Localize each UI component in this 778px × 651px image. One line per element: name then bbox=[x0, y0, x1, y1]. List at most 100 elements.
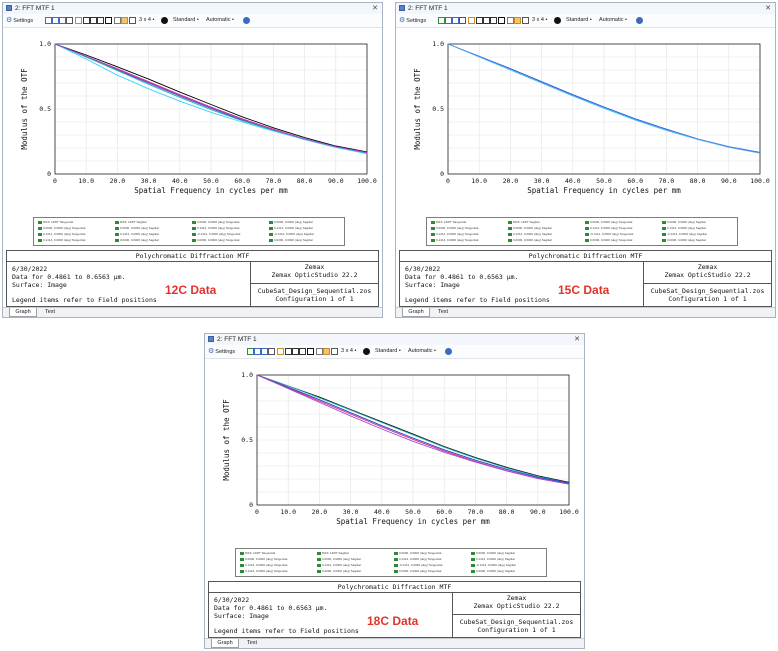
close-icon[interactable]: ✕ bbox=[574, 336, 580, 343]
refresh-icon[interactable] bbox=[247, 348, 254, 355]
rectangle-icon[interactable] bbox=[285, 348, 292, 355]
close-icon[interactable]: ✕ bbox=[372, 5, 378, 12]
arrow-icon[interactable] bbox=[90, 17, 97, 24]
settings-button[interactable]: ⚙Settings bbox=[6, 14, 33, 27]
lock-icon[interactable] bbox=[114, 17, 121, 24]
layout-circle-icon[interactable] bbox=[161, 17, 168, 24]
layout-circle-icon[interactable] bbox=[554, 17, 561, 24]
legend-swatch-icon bbox=[269, 226, 273, 230]
legend-swatch-icon bbox=[662, 232, 666, 236]
print-icon[interactable] bbox=[66, 17, 73, 24]
rectangle-icon[interactable] bbox=[476, 17, 483, 24]
tab-graph[interactable]: Graph bbox=[402, 308, 430, 317]
legend-item: -0.1414, 0.0000 (deg) Tangential bbox=[394, 563, 442, 567]
arrow-icon[interactable] bbox=[292, 348, 299, 355]
legend-item: 0.0000, 0.0000 (deg) Sagittal bbox=[317, 569, 361, 573]
legend-item: 0.1414, 0.0000 (deg) Tangential bbox=[192, 226, 239, 230]
print-icon[interactable] bbox=[268, 348, 275, 355]
refresh-icon[interactable] bbox=[45, 17, 52, 24]
lock-icon[interactable] bbox=[316, 348, 323, 355]
tab-text[interactable]: Text bbox=[44, 309, 56, 315]
tab-text[interactable]: Text bbox=[246, 640, 258, 646]
legend-swatch-icon bbox=[38, 238, 42, 242]
copy-icon[interactable] bbox=[52, 17, 59, 24]
legend-label: 0.0000, 0.0000 (deg) Sagittal bbox=[274, 238, 313, 242]
arrow-icon[interactable] bbox=[483, 17, 490, 24]
standard-dropdown[interactable]: Standard • bbox=[375, 348, 401, 354]
save-icon[interactable] bbox=[452, 17, 459, 24]
legend-swatch-icon bbox=[192, 220, 196, 224]
legend-item: 0.0000, 0.0000 (deg) Sagittal bbox=[317, 557, 361, 561]
window-app-icon bbox=[208, 336, 214, 342]
settings-button[interactable]: ⚙Settings bbox=[208, 345, 235, 358]
line-icon[interactable] bbox=[97, 17, 104, 24]
legend-item: -0.1414, 0.0000 (deg) Sagittal bbox=[471, 563, 516, 567]
help-icon[interactable] bbox=[445, 348, 452, 355]
legend-label: 0.0000, 0.0000 (deg) Sagittal bbox=[120, 238, 159, 242]
legend-swatch-icon bbox=[115, 220, 119, 224]
zoom-icon[interactable] bbox=[514, 17, 521, 24]
help-icon[interactable] bbox=[243, 17, 250, 24]
x-axis-label: Spatial Frequency in cycles per mm bbox=[527, 186, 681, 195]
info-product: Zemax OpticStudio 22.2 bbox=[664, 271, 751, 279]
legend-swatch-icon bbox=[471, 551, 475, 555]
save-icon[interactable] bbox=[59, 17, 66, 24]
pencil-icon[interactable] bbox=[468, 17, 475, 24]
legend-item: 0.0000, 0.0000 (deg) Sagittal bbox=[508, 238, 552, 242]
info-data-range: Data for 0.4861 to 0.6563 μm. bbox=[214, 604, 328, 612]
automatic-dropdown[interactable]: Automatic • bbox=[408, 348, 436, 354]
y-tick-label: 0.5 bbox=[432, 105, 444, 113]
zoom-icon[interactable] bbox=[323, 348, 330, 355]
tab-text[interactable]: Text bbox=[437, 309, 449, 315]
mtf-window-12c: 2: FFT MTF 1 ✕ ⚙Settings 3 x 4 • Standard • A… bbox=[2, 2, 383, 318]
info-title: Polychromatic Diffraction MTF bbox=[209, 582, 580, 593]
legend-swatch-icon bbox=[662, 226, 666, 230]
x-tick-label: 20.0 bbox=[110, 177, 126, 185]
automatic-dropdown[interactable]: Automatic • bbox=[206, 17, 234, 23]
text-tool-icon[interactable] bbox=[307, 348, 314, 355]
x-tick-label: 100.0 bbox=[559, 508, 579, 516]
help-icon[interactable] bbox=[636, 17, 643, 24]
line-icon[interactable] bbox=[299, 348, 306, 355]
automatic-dropdown[interactable]: Automatic • bbox=[599, 17, 627, 23]
camera-icon[interactable] bbox=[331, 348, 338, 355]
save-icon[interactable] bbox=[261, 348, 268, 355]
copy-icon[interactable] bbox=[254, 348, 261, 355]
settings-button[interactable]: ⚙Settings bbox=[399, 14, 426, 27]
window-title: 2: FFT MTF 1 bbox=[15, 5, 55, 12]
camera-icon[interactable] bbox=[522, 17, 529, 24]
info-product: Zemax OpticStudio 22.2 bbox=[271, 271, 358, 279]
legend-label: 0.1414, 0.0000 (deg) Tangential bbox=[197, 226, 240, 230]
legend-swatch-icon bbox=[508, 220, 512, 224]
print-icon[interactable] bbox=[459, 17, 466, 24]
x-tick-label: 50.0 bbox=[596, 177, 612, 185]
standard-dropdown[interactable]: Standard • bbox=[173, 17, 199, 23]
copy-icon[interactable] bbox=[445, 17, 452, 24]
text-tool-icon[interactable] bbox=[498, 17, 505, 24]
layout-dropdown[interactable]: 3 x 4 • bbox=[532, 17, 548, 23]
layout-dropdown[interactable]: 3 x 4 • bbox=[341, 348, 357, 354]
line-icon[interactable] bbox=[490, 17, 497, 24]
legend-label: 0.0000, 0.0000 (deg) Sagittal bbox=[513, 226, 552, 230]
refresh-icon[interactable] bbox=[438, 17, 445, 24]
lock-icon[interactable] bbox=[507, 17, 514, 24]
text-tool-icon[interactable] bbox=[105, 17, 112, 24]
tab-graph[interactable]: Graph bbox=[211, 639, 239, 648]
tab-graph[interactable]: Graph bbox=[9, 308, 37, 317]
legend-swatch-icon bbox=[317, 551, 321, 555]
info-legend-note: Legend items refer to Field positions bbox=[405, 296, 550, 304]
pencil-icon[interactable] bbox=[277, 348, 284, 355]
camera-icon[interactable] bbox=[129, 17, 136, 24]
legend-item: -0.1414, 0.0000 (deg) Tangential bbox=[192, 232, 240, 236]
zoom-icon[interactable] bbox=[121, 17, 128, 24]
info-file: CubeSat_Design_Sequential.zos bbox=[650, 287, 765, 295]
layout-circle-icon[interactable] bbox=[363, 348, 370, 355]
x-tick-label: 20.0 bbox=[312, 508, 328, 516]
layout-dropdown[interactable]: 3 x 4 • bbox=[139, 17, 155, 23]
legend-item: 0.1414, 0.0000 (deg) Sagittal bbox=[662, 226, 706, 230]
standard-dropdown[interactable]: Standard • bbox=[566, 17, 592, 23]
rectangle-icon[interactable] bbox=[83, 17, 90, 24]
pencil-icon[interactable] bbox=[75, 17, 82, 24]
close-icon[interactable]: ✕ bbox=[765, 5, 771, 12]
plot-frame bbox=[256, 374, 570, 506]
